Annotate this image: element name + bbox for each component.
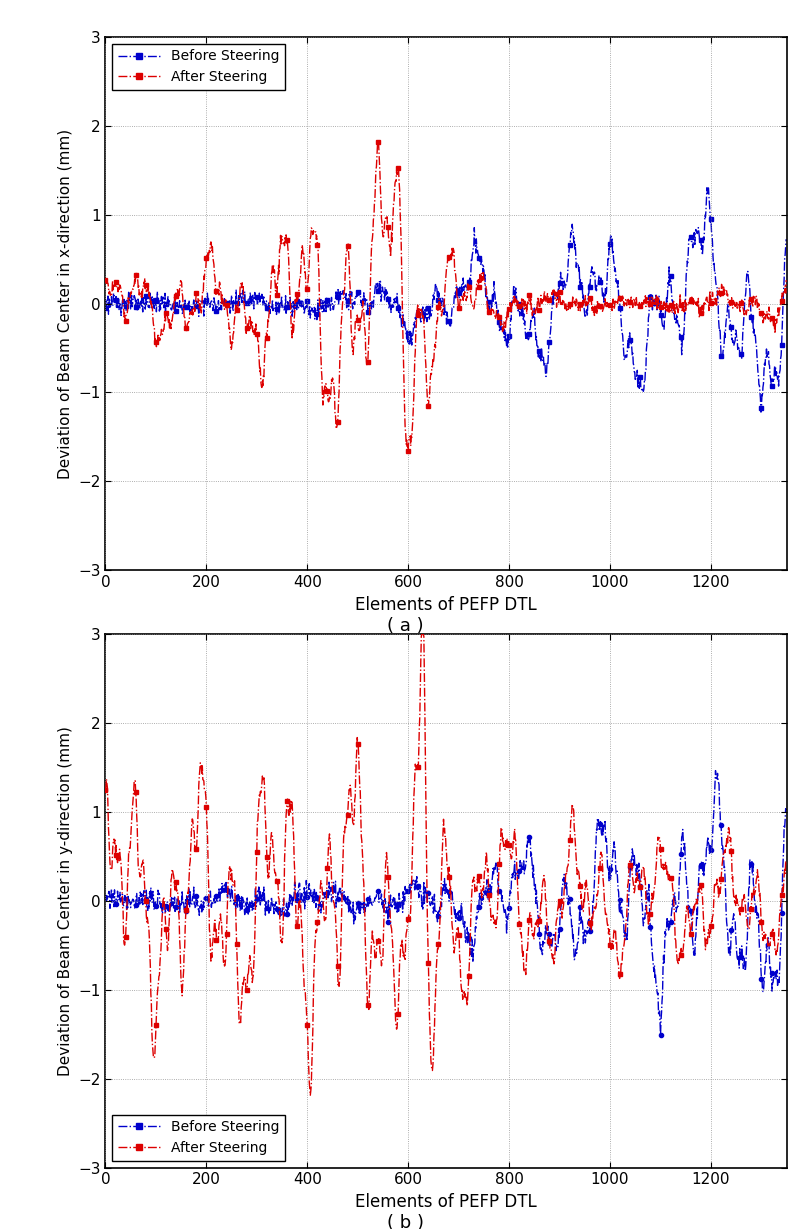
After Steering [337, 864, 347, 879]
X-axis label: Elements of PEFP DTL: Elements of PEFP DTL [355, 1193, 537, 1211]
Before Steering [756, 404, 766, 419]
Text: ( a ): ( a ) [387, 617, 424, 634]
After Steering [781, 273, 791, 288]
Legend: Before Steering, After Steering: Before Steering, After Steering [113, 44, 285, 90]
After Steering [642, 295, 652, 310]
After Steering [338, 847, 348, 862]
Before Steering [264, 901, 274, 916]
After Steering [417, 627, 427, 642]
Y-axis label: Deviation of Beam Center in y-direction (mm): Deviation of Beam Center in y-direction … [58, 726, 72, 1075]
Line: Before Steering: Before Steering [103, 186, 788, 414]
Before Steering [642, 342, 651, 356]
Line: After Steering: After Steering [103, 632, 788, 1097]
After Steering [264, 302, 274, 317]
After Steering [642, 906, 652, 921]
After Steering [337, 302, 347, 317]
Before Steering [118, 898, 128, 913]
Line: Before Steering: Before Steering [103, 768, 788, 1037]
Before Steering [609, 843, 619, 858]
After Steering [781, 855, 791, 870]
Before Steering [655, 1027, 665, 1042]
After Steering [101, 273, 110, 288]
Before Steering [337, 889, 347, 903]
After Steering [337, 295, 347, 310]
Legend: Before Steering, After Steering: Before Steering, After Steering [113, 1115, 285, 1160]
After Steering [118, 300, 128, 315]
Before Steering [118, 295, 128, 310]
After Steering [264, 855, 274, 870]
Before Steering [781, 232, 791, 247]
Before Steering [702, 181, 712, 195]
Before Steering [642, 902, 651, 917]
Before Steering [264, 300, 274, 315]
After Steering [118, 932, 128, 946]
Before Steering [337, 885, 347, 900]
Before Steering [609, 252, 619, 267]
After Steering [101, 783, 110, 798]
Before Steering [101, 890, 110, 905]
After Steering [403, 444, 413, 458]
After Steering [610, 923, 620, 938]
Before Steering [337, 286, 347, 301]
Before Steering [101, 301, 110, 316]
After Steering [306, 1088, 315, 1102]
Y-axis label: Deviation of Beam Center in x-direction (mm): Deviation of Beam Center in x-direction … [58, 129, 72, 478]
Text: ( b ): ( b ) [387, 1214, 424, 1229]
After Steering [374, 133, 384, 147]
Line: After Steering: After Steering [103, 138, 788, 454]
Before Steering [710, 763, 720, 778]
Before Steering [781, 803, 791, 817]
After Steering [610, 299, 620, 313]
X-axis label: Elements of PEFP DTL: Elements of PEFP DTL [355, 596, 537, 613]
Before Steering [337, 286, 347, 301]
